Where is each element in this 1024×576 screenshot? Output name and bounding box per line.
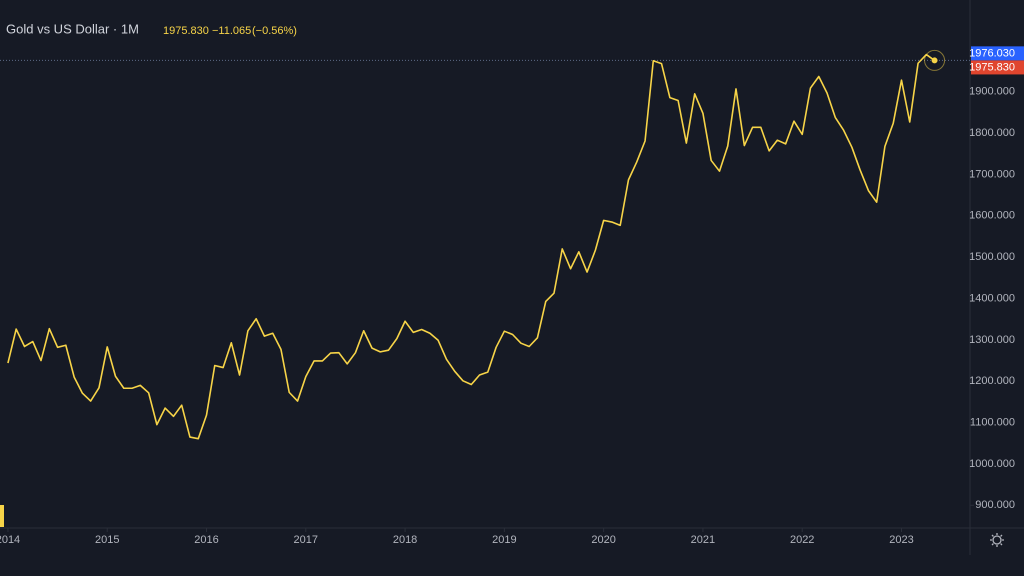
x-tick-label: 2022 [790,534,814,546]
header-value: (−0.56%) [252,25,297,37]
price-line [7,53,936,440]
y-tick-label: 1000.000 [969,458,1015,470]
y-tick-label: 1800.000 [969,127,1015,139]
y-tick-label: 1700.000 [969,168,1015,180]
header-value: 1975.830 [163,25,209,37]
x-tick-label: 2014 [0,534,20,546]
header-value: −11.065 [212,25,251,37]
y-tick-label: 1200.000 [969,375,1015,387]
price-tag [971,46,1024,61]
x-tick-label: 2015 [95,534,119,546]
y-tick-label: 1600.000 [969,210,1015,222]
x-tick-label: 2019 [492,534,516,546]
price-tag-label: 1976.030 [969,47,1015,59]
y-tick-label: 900.000 [975,499,1015,511]
x-tick-label: 2017 [294,534,318,546]
y-tick-label: 1500.000 [969,251,1015,263]
y-tick-label: 1100.000 [970,416,1015,428]
y-tick-label: 1300.000 [969,334,1015,346]
x-tick-label: 2021 [691,534,715,546]
y-tick-label: 1900.000 [969,86,1015,98]
x-tick-label: 2020 [591,534,615,546]
x-tick-label: 2016 [194,534,218,546]
x-tick-label: 2023 [889,534,913,546]
last-point [931,57,938,64]
chart-title: Gold vs US Dollar · 1M [6,21,139,36]
x-tick-label: 2018 [393,534,417,546]
y-tick-label: 1400.000 [969,292,1015,304]
price-tag [971,60,1024,75]
price-tag-label: 1975.830 [969,61,1015,73]
last-point-halo [924,49,946,71]
settings-icon[interactable] [990,533,1004,547]
scroll-tag [0,505,4,527]
